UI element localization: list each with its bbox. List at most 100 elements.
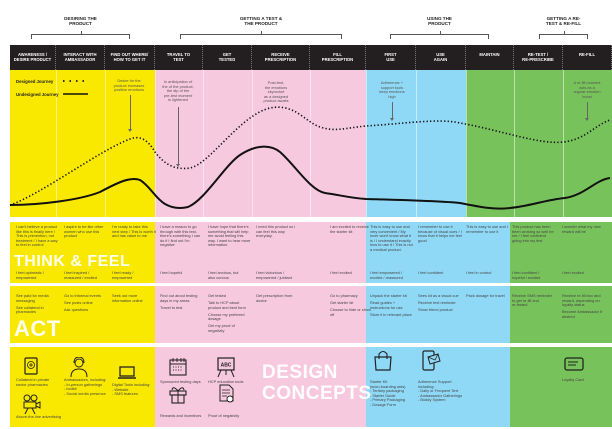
column-header: AWARENESS / DESIRE PRODUCT bbox=[10, 45, 56, 70]
act-item: Sees kit as a visual cue bbox=[418, 293, 459, 298]
laptop-icon bbox=[116, 362, 138, 382]
design-concepts-label: DESIGN CONCEPTS bbox=[262, 362, 372, 404]
think-text: I have hope that there's something that … bbox=[208, 224, 251, 248]
stage-label: GETTING A TEST & THE PRODUCT bbox=[239, 16, 283, 27]
annotation: Post-test, the emotions skyrocket as a d… bbox=[263, 80, 289, 104]
act-list: Sees kit as a visual cue Receive text rem… bbox=[418, 293, 462, 313]
calendar-icon bbox=[167, 357, 189, 377]
act-item: Travel to test bbox=[160, 304, 183, 310]
act-item: See paid for media messaging bbox=[16, 293, 49, 303]
act-item: Read guides + instructions for use bbox=[370, 300, 403, 310]
design-concept-label: Rewards and incentives bbox=[160, 413, 202, 418]
act-item: Receive re-fill box and reward, dependin… bbox=[562, 293, 601, 308]
act-item: Receive text reminder bbox=[418, 300, 456, 306]
design-concept-label: Starter Kit (w/on-boarding aids) - Terti… bbox=[370, 379, 406, 407]
think-text: I have a reason to go through with this … bbox=[160, 224, 201, 248]
act-item: Pack dosage for travel bbox=[466, 293, 505, 298]
act-item: Go to pharmacy bbox=[330, 293, 358, 298]
act-item: Get tested bbox=[208, 293, 226, 298]
annotation: Desire for the product increases positiv… bbox=[113, 78, 145, 93]
feel-text: I feel confident / hopeful / excited bbox=[512, 270, 541, 280]
feel-text: I feel empowered / excited / reassured bbox=[370, 270, 403, 280]
stage-label: USING THE PRODUCT bbox=[426, 16, 452, 27]
legend-designed: Designed Journey bbox=[16, 79, 54, 84]
annotation-arrow bbox=[585, 102, 589, 121]
think-text: I can't believe a product like this is f… bbox=[16, 224, 58, 248]
act-row-yellow bbox=[10, 286, 155, 343]
think-text: I wonder what my new reward will be bbox=[562, 224, 601, 234]
think-row-blue bbox=[366, 222, 510, 283]
stage-bracket bbox=[390, 31, 489, 39]
column-header: INTERACT WITH AMBASSADOR bbox=[56, 45, 105, 70]
design-concept-label: Ambassadors, including: - In-person gath… bbox=[64, 377, 107, 396]
design-concept-label: Loyalty Card bbox=[562, 377, 584, 382]
feel-text: I feel in control bbox=[466, 270, 492, 275]
feel-text: I feel optimistic / empowered bbox=[16, 270, 44, 280]
column-divider bbox=[366, 70, 367, 217]
ambassador-icon bbox=[68, 356, 90, 378]
legend-undesigned: Undesigned Journey bbox=[16, 92, 59, 97]
abc-board-icon: ABC bbox=[215, 357, 237, 378]
act-row-blue bbox=[366, 286, 510, 343]
annotation: Adherence + support tools keep emotions … bbox=[379, 80, 405, 99]
act-item: See collateral in pharmacies bbox=[16, 304, 44, 315]
act-list: Get prescription from doctor bbox=[256, 293, 300, 303]
design-concept-label: HCP education tools bbox=[208, 379, 244, 384]
feel-text: I feel ready / empowered bbox=[112, 270, 134, 280]
act-item: Become Ambassador if desired bbox=[562, 309, 603, 319]
shopping-bag-icon bbox=[372, 350, 394, 371]
act-item: Get my proof of negativity bbox=[208, 323, 235, 334]
stage-bracket bbox=[31, 31, 130, 39]
feel-text: I feel confident bbox=[418, 270, 444, 275]
act-item: Show friend product bbox=[418, 307, 453, 313]
design-concept-label: Above-the-line advertising bbox=[16, 414, 61, 419]
column-divider bbox=[514, 70, 515, 217]
act-list: Go to pharmacy Get starter kit Choose to h… bbox=[330, 293, 374, 317]
act-item: Find out about testing days in my areas bbox=[160, 293, 198, 303]
stage-bracket bbox=[180, 31, 342, 39]
think-row-green bbox=[510, 222, 612, 283]
annotation-arrow bbox=[390, 102, 394, 121]
design-row-pink bbox=[155, 347, 366, 427]
feel-text: I feel victorious / empowered / jubilant bbox=[256, 270, 292, 280]
column-header: RECEIVE PRESCRIPTION bbox=[252, 45, 310, 70]
act-label: ACT bbox=[14, 316, 61, 341]
gift-icon bbox=[167, 384, 189, 404]
column-header: RE-TEST / RE-PRESCRIBE bbox=[514, 45, 563, 70]
feel-text: I feel inspired / reassured / excited bbox=[64, 270, 97, 280]
column-divider bbox=[416, 70, 417, 217]
annotation-arrow bbox=[176, 107, 180, 167]
think-text: This is easy to use and very convenient … bbox=[370, 224, 413, 252]
think-text: I remember to use it because of visual c… bbox=[418, 224, 462, 243]
stage-label: DESIRING THE PRODUCT bbox=[64, 16, 97, 27]
think-row-yellow bbox=[10, 222, 155, 283]
think-text: This product has been been working so we… bbox=[512, 224, 554, 243]
column-header: USE AGAIN bbox=[416, 45, 466, 70]
act-list: Pack dosage for travel bbox=[466, 293, 510, 299]
column-header: MAINTAIN bbox=[466, 45, 514, 70]
column-header: FIND OUT WHERE/ HOW TO GET IT bbox=[105, 45, 155, 70]
column-header: RE-FILL bbox=[563, 45, 612, 70]
act-item: Go to informal events bbox=[64, 293, 101, 298]
act-row-pink bbox=[155, 286, 366, 343]
act-list: Seek out more information online bbox=[112, 293, 156, 303]
loyalty-card-icon bbox=[563, 354, 585, 374]
act-list: See paid for media messaging See collater… bbox=[16, 293, 60, 315]
column-header: TRAVEL TO TEST bbox=[155, 45, 203, 70]
think-text: I aspire to be like other women who use … bbox=[64, 224, 104, 239]
column-divider bbox=[466, 70, 467, 217]
column-divider bbox=[203, 70, 204, 217]
feel-text: I feel hopeful bbox=[160, 270, 183, 275]
column-header: GET TESTED bbox=[203, 45, 252, 70]
act-item: Choose to hide or show off bbox=[330, 307, 371, 317]
annotation-arrow bbox=[128, 95, 132, 132]
annotation: A re-fill moment acts as a regular emoti… bbox=[573, 80, 601, 99]
feel-text: I feel anxious, but also curious bbox=[208, 270, 239, 280]
act-item: Get starter kit bbox=[330, 300, 354, 306]
feel-text: I feel excited bbox=[330, 270, 352, 275]
design-concept-label: Proof of negativity bbox=[208, 413, 240, 418]
stage-bracket bbox=[539, 31, 588, 39]
design-concept-label: Sponsored testing days bbox=[160, 379, 201, 384]
act-list: Get tested Talk to HCP about product and … bbox=[208, 293, 252, 334]
think-text: I need this product so I can feel this w… bbox=[256, 224, 296, 239]
